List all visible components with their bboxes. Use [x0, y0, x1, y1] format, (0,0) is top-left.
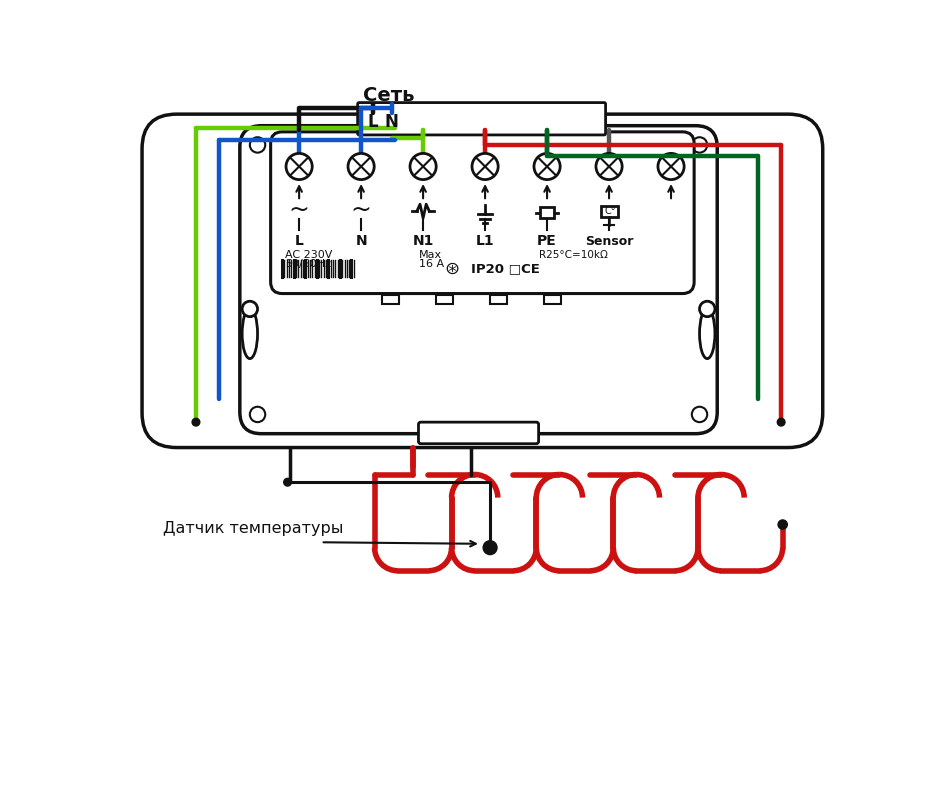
Circle shape — [691, 407, 706, 422]
Circle shape — [410, 153, 436, 180]
Text: IP20 □CE: IP20 □CE — [470, 262, 539, 275]
Text: L: L — [295, 234, 303, 248]
Text: N1: N1 — [412, 234, 433, 248]
FancyBboxPatch shape — [142, 114, 822, 448]
Circle shape — [533, 153, 560, 180]
Bar — [382, 295, 398, 305]
Text: N: N — [355, 234, 366, 248]
Text: Max: Max — [419, 250, 442, 260]
Bar — [600, 206, 616, 216]
Text: R25°C=10kΩ: R25°C=10kΩ — [539, 250, 608, 260]
Text: L1: L1 — [475, 234, 494, 248]
FancyBboxPatch shape — [270, 132, 694, 293]
Text: 16 A: 16 A — [419, 258, 444, 269]
Text: ⊛: ⊛ — [444, 260, 459, 278]
Text: 50/60Hz: 50/60Hz — [285, 258, 331, 269]
Text: ~: ~ — [288, 198, 310, 222]
Bar — [540, 207, 553, 218]
FancyBboxPatch shape — [240, 126, 716, 433]
Circle shape — [249, 137, 265, 152]
Circle shape — [471, 153, 497, 180]
Text: C°: C° — [603, 207, 615, 216]
Circle shape — [242, 301, 258, 317]
Bar — [436, 295, 453, 305]
Text: L: L — [367, 113, 378, 131]
Text: Сеть: Сеть — [362, 86, 413, 105]
Circle shape — [657, 153, 683, 180]
Ellipse shape — [242, 309, 258, 359]
FancyBboxPatch shape — [418, 422, 538, 444]
Text: PE: PE — [536, 234, 556, 248]
Circle shape — [699, 301, 715, 317]
FancyBboxPatch shape — [357, 103, 605, 135]
Circle shape — [283, 479, 291, 486]
Bar — [490, 295, 507, 305]
Text: N: N — [384, 113, 398, 131]
Text: Датчик температуры: Датчик температуры — [162, 521, 343, 536]
Ellipse shape — [699, 309, 715, 359]
Text: Sensor: Sensor — [584, 235, 632, 248]
Bar — [544, 295, 561, 305]
Circle shape — [192, 418, 199, 426]
Circle shape — [691, 137, 706, 152]
Circle shape — [249, 407, 265, 422]
Circle shape — [596, 153, 621, 180]
Circle shape — [286, 153, 312, 180]
Text: ~: ~ — [350, 198, 371, 222]
Circle shape — [777, 520, 786, 529]
Circle shape — [347, 153, 374, 180]
Circle shape — [482, 541, 497, 555]
Circle shape — [777, 418, 784, 426]
Text: AC 230V: AC 230V — [285, 250, 332, 260]
